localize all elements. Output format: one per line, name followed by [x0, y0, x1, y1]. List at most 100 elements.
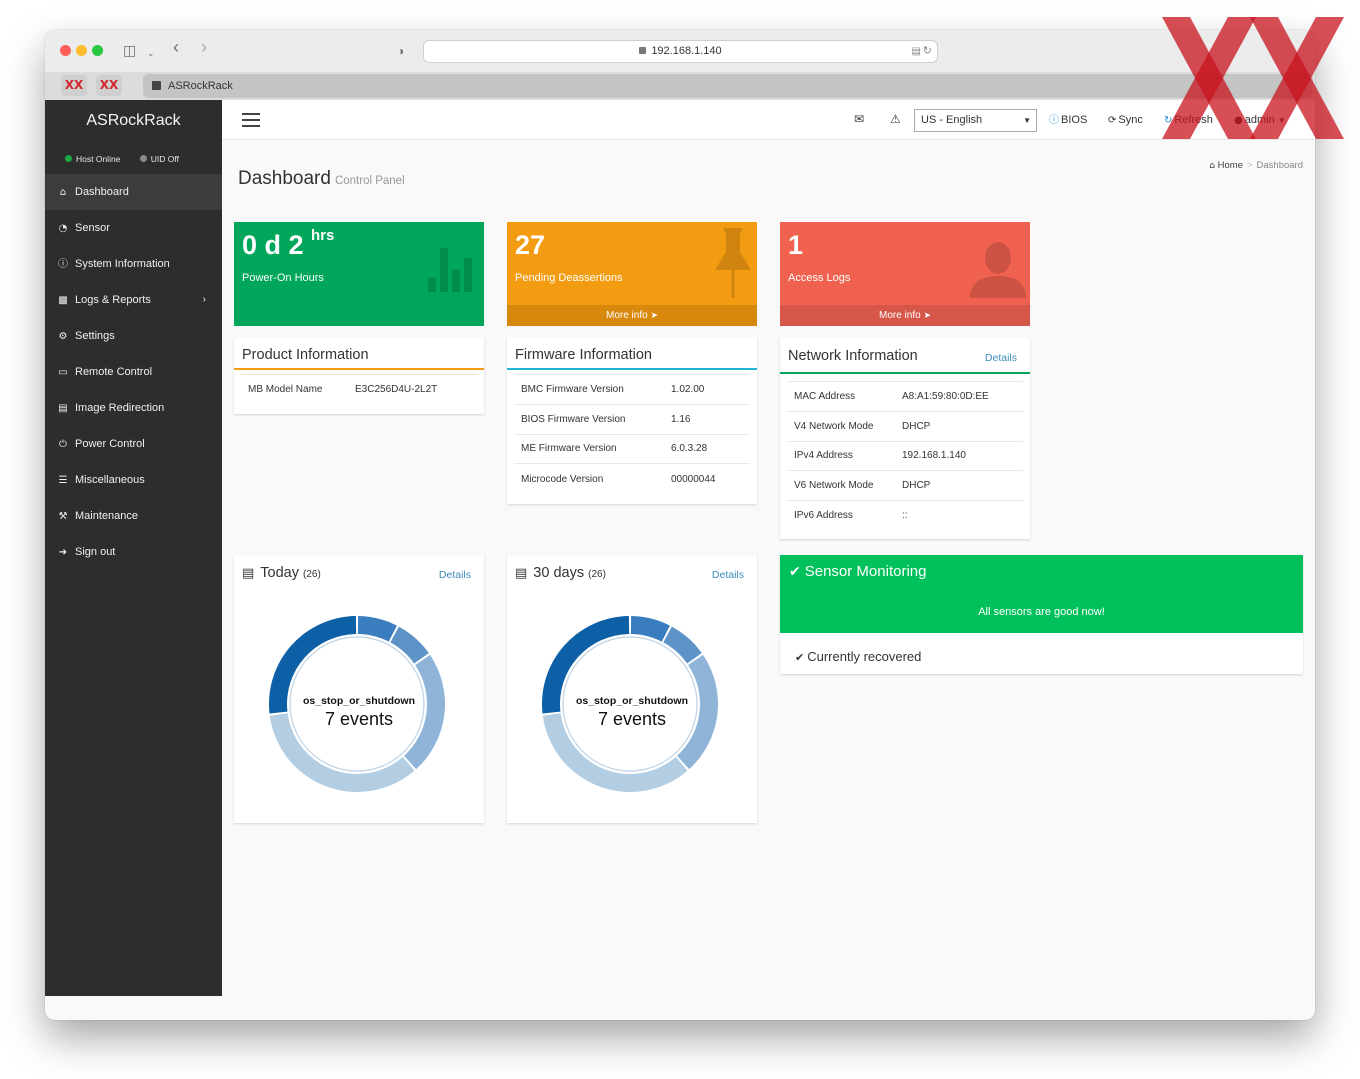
reload-icon[interactable]: ↻ — [922, 45, 932, 57]
pending-value: 27 — [515, 230, 546, 260]
address-bar[interactable]: 192.168.1.140 ▤ ↻ — [423, 40, 938, 63]
sidebar-item-label: Logs & Reports — [75, 294, 151, 306]
donut-segment[interactable] — [677, 654, 718, 770]
hamburger-menu-icon[interactable] — [242, 113, 260, 131]
forward-icon[interactable]: › — [201, 37, 207, 57]
close-window-button[interactable] — [60, 45, 71, 56]
donut-segment[interactable] — [663, 626, 702, 664]
sidebar-item-label: Sign out — [75, 546, 116, 558]
sidebar-item-power-control[interactable]: ⏻ Power Control — [45, 426, 222, 462]
table-cell-key: IPv4 Address — [787, 440, 902, 471]
sidebar-item-image-redirection[interactable]: ▤ Image Redirection — [45, 390, 222, 426]
table-cell-key: Microcode Version — [514, 463, 671, 494]
donut-center-label: os_stop_or_shutdown — [575, 695, 688, 707]
translate-icon[interactable]: ▤ — [911, 46, 921, 57]
bios-link[interactable]: ⓘ BIOS — [1049, 100, 1087, 141]
table-cell-key: ME Firmware Version — [514, 433, 671, 464]
network-details-link[interactable]: Details — [984, 352, 1017, 364]
chevron-right-icon: › — [202, 294, 206, 305]
minimize-window-button[interactable] — [76, 45, 87, 56]
donut-segment[interactable] — [404, 654, 445, 770]
info-icon: ⓘ — [1049, 115, 1059, 126]
sidebar-item-sensor[interactable]: ◔ Sensor — [45, 210, 222, 246]
today-details-link[interactable]: Details — [438, 569, 471, 581]
donut-segment[interactable] — [542, 616, 630, 714]
breadcrumb-home[interactable]: Home — [1217, 160, 1243, 171]
inbox-icon: ▤ — [242, 566, 255, 581]
language-select[interactable]: US - English ▼ — [914, 109, 1037, 132]
table-row: BIOS Firmware Version 1.16 — [514, 403, 750, 435]
tab-title: ASRockRack — [168, 80, 233, 92]
pinned-tab[interactable]: XX — [96, 75, 122, 96]
access-more-info-link[interactable]: More info ➤ — [780, 305, 1030, 326]
table-cell-value: :: — [902, 500, 1023, 531]
table-cell-key: V4 Network Mode — [787, 410, 902, 442]
caret-down-icon: ▼ — [1023, 116, 1031, 125]
privacy-shield-icon[interactable]: ◑ — [397, 44, 405, 58]
sensor-recovered-text: Currently recovered — [807, 649, 922, 664]
donut-segment[interactable] — [269, 616, 357, 714]
power-on-value: 0 d 2 hrs — [242, 227, 335, 260]
pending-deassertions-box: 27 Pending Deassertions More info ➤ — [507, 222, 757, 326]
donut-segment[interactable] — [542, 713, 688, 792]
today-donut-chart[interactable] — [267, 614, 447, 794]
envelope-icon[interactable]: ✉ — [854, 112, 865, 126]
back-icon[interactable]: ‹ — [173, 37, 179, 57]
table-cell-key: IPv6 Address — [787, 500, 902, 531]
host-status-dot-icon — [65, 155, 72, 163]
table-cell-key: V6 Network Mode — [787, 470, 902, 501]
warning-icon[interactable]: ⚠ — [890, 112, 901, 126]
donut-segment[interactable] — [269, 713, 415, 792]
table-cell-value: DHCP — [902, 410, 1023, 442]
sidebar-item-miscellaneous[interactable]: ☰ Miscellaneous — [45, 462, 222, 498]
sidebar-item-sign-out[interactable]: ➜ Sign out — [45, 534, 222, 570]
sidebar-item-settings[interactable]: ⚙ Settings — [45, 318, 222, 354]
language-value: US - English — [921, 114, 983, 126]
sidebar-item-label: Miscellaneous — [75, 474, 145, 486]
uid-status: UID Off — [150, 154, 179, 164]
table-cell-key: MAC Address — [787, 381, 902, 412]
sidebar-item-remote-control[interactable]: ▭ Remote Control — [45, 354, 222, 390]
sidebar-item-logs-reports[interactable]: ▩ Logs & Reports › — [45, 282, 222, 318]
url-text: 192.168.1.140 — [651, 45, 722, 57]
browser-titlebar: ◫ ⌄ ‹ › ◑ 192.168.1.140 ▤ ↻ — [45, 30, 1315, 72]
sidebar-item-dashboard[interactable]: ⌂ Dashboard — [45, 174, 222, 210]
check-circle-icon: ✔ — [795, 651, 805, 664]
thirty-days-donut-chart[interactable] — [540, 614, 720, 794]
thirty-days-header: ▤ 30 days (26) Details — [507, 555, 757, 591]
active-tab[interactable]: ASRockRack — [143, 74, 1313, 98]
pending-more-info-link[interactable]: More info ➤ — [507, 305, 757, 326]
more-info-label: More info — [605, 310, 648, 321]
thirty-days-details-link[interactable]: Details — [711, 569, 744, 581]
product-table: MB Model Name E3C256D4U-2L2T — [241, 374, 477, 405]
chevron-down-icon[interactable]: ⌄ — [147, 48, 155, 58]
brand-logo[interactable]: ASRockRack — [86, 112, 181, 129]
drive-icon: ▤ — [58, 403, 68, 414]
sync-link[interactable]: ⟳ Sync — [1108, 100, 1143, 141]
pushpin-icon — [715, 228, 751, 298]
table-row: ME Firmware Version 6.0.3.28 — [514, 433, 750, 464]
sidebar-item-maintenance[interactable]: ⚒ Maintenance — [45, 498, 222, 534]
sensor-monitoring-title: ✔ Sensor Monitoring — [789, 563, 926, 580]
zoom-window-button[interactable] — [92, 45, 103, 56]
table-row: IPv6 Address:: — [787, 500, 1023, 531]
firmware-information-box: Firmware Information BMC Firmware Versio… — [507, 338, 757, 504]
network-information-title: Network Information — [788, 348, 918, 364]
today-title: Today — [260, 565, 299, 581]
table-cell-value: 1.16 — [671, 403, 750, 435]
table-cell-value: A8:A1:59:80:0D:EE — [902, 381, 1023, 412]
pinned-tab[interactable]: XX — [61, 75, 87, 96]
donut-segment[interactable] — [357, 616, 397, 642]
breadcrumb: ⌂ Home > Dashboard — [1209, 160, 1303, 171]
wrench-icon: ⚒ — [58, 511, 68, 522]
table-row: V4 Network Mode DHCP — [787, 410, 1023, 442]
table-cell-value: 00000044 — [671, 463, 750, 494]
donut-segment[interactable] — [630, 616, 670, 642]
table-cell-key: BMC Firmware Version — [514, 374, 671, 405]
sidebar-toggle-icon[interactable]: ◫ — [123, 42, 137, 58]
sensor-title-text: Sensor Monitoring — [804, 563, 927, 580]
donut-segment[interactable] — [390, 626, 429, 664]
sidebar-item-system-information[interactable]: ⓘ System Information — [45, 246, 222, 282]
table-row: MB Model Name E3C256D4U-2L2T — [241, 374, 477, 405]
